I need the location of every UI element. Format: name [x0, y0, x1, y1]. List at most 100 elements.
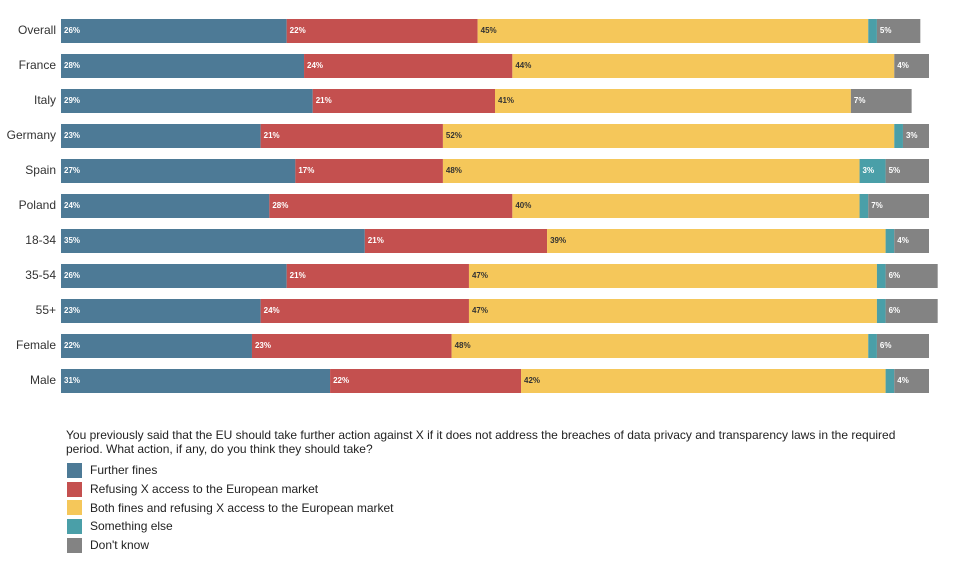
value-label: 7% — [871, 201, 883, 210]
value-label: 23% — [64, 131, 80, 140]
legend-swatch — [67, 481, 82, 497]
value-label: 27% — [64, 166, 80, 175]
value-label: 26% — [64, 26, 80, 35]
bar-segment — [61, 334, 252, 358]
bar-segment — [260, 299, 469, 323]
bar-segment — [885, 264, 938, 288]
bar-segment — [61, 54, 305, 78]
bar-segment — [477, 19, 869, 43]
bar-segment — [312, 89, 495, 113]
bar-segment — [304, 54, 513, 78]
category-label: Poland — [19, 198, 56, 212]
bar-segment — [286, 19, 478, 43]
bar-segment — [876, 19, 921, 43]
value-label: 24% — [264, 306, 280, 315]
value-label: 35% — [64, 236, 80, 245]
value-label: 4% — [897, 236, 909, 245]
bar-segment — [61, 229, 365, 253]
value-label: 31% — [64, 376, 80, 385]
value-label: 24% — [307, 61, 323, 70]
value-label: 39% — [550, 236, 566, 245]
bar-segment — [61, 299, 261, 323]
legend-swatch — [67, 537, 82, 553]
bar-segment — [260, 124, 443, 148]
value-label: 21% — [368, 236, 384, 245]
category-label: Spain — [25, 163, 56, 177]
category-label: Germany — [7, 128, 56, 142]
value-label: 6% — [889, 306, 901, 315]
bar-segment — [442, 124, 895, 148]
bar-segment — [885, 229, 895, 253]
value-label: 47% — [472, 271, 488, 280]
bar-segment — [868, 19, 877, 43]
value-label: 3% — [906, 131, 918, 140]
bar-segment — [61, 89, 313, 113]
bar-segment — [876, 299, 886, 323]
legend-swatch — [67, 500, 82, 516]
value-label: 45% — [481, 26, 497, 35]
value-label: 23% — [255, 341, 271, 350]
bar-segment — [894, 369, 929, 393]
bar-segment — [468, 299, 877, 323]
legend: Further fines Refusing X access to the Eu… — [67, 461, 394, 554]
value-label: 17% — [298, 166, 314, 175]
bar-segment — [885, 369, 895, 393]
bar-segment — [451, 334, 869, 358]
category-label: 18-34 — [25, 233, 56, 247]
legend-label: Both fines and refusing X access to the … — [90, 500, 394, 515]
value-label: 42% — [524, 376, 540, 385]
value-label: 47% — [472, 306, 488, 315]
value-label: 23% — [64, 306, 80, 315]
bar-segment — [850, 89, 912, 113]
legend-label: Don't know — [90, 538, 149, 553]
category-label: Female — [16, 338, 56, 352]
value-label: 22% — [333, 376, 349, 385]
bar-segment — [876, 334, 929, 358]
bar-segment — [876, 264, 886, 288]
bar-segment — [885, 299, 938, 323]
category-label: Italy — [34, 93, 56, 107]
bar-segment — [442, 159, 860, 183]
bar-segment — [61, 369, 331, 393]
bar-segment — [61, 124, 261, 148]
bar-segment — [269, 194, 513, 218]
category-label: 55+ — [36, 303, 56, 317]
bar-segment — [859, 159, 886, 183]
value-label: 24% — [64, 201, 80, 210]
category-label: France — [19, 58, 57, 72]
value-label: 21% — [290, 271, 306, 280]
bar-segment — [286, 264, 469, 288]
legend-label: Further fines — [90, 463, 158, 478]
legend-label: Refusing X access to the European market — [90, 482, 319, 497]
bar-segment — [364, 229, 548, 253]
value-label: 52% — [446, 131, 462, 140]
value-label: 4% — [897, 376, 909, 385]
legend-label: Something else — [90, 519, 173, 534]
chart: Overall 26% 22% 45% 5% France 28% 24% 44% 4% Italy… — [7, 19, 938, 393]
bar-segment — [868, 194, 929, 218]
bar-segment — [885, 159, 929, 183]
category-label: Overall — [18, 23, 56, 37]
value-label: 4% — [897, 61, 909, 70]
bar-segment — [894, 124, 903, 148]
bar-segment — [61, 194, 270, 218]
legend-item: Don't know — [67, 536, 394, 555]
bar-segment — [61, 159, 296, 183]
value-label: 3% — [863, 166, 875, 175]
bar-segment — [859, 194, 869, 218]
value-label: 29% — [64, 96, 80, 105]
bar-segment — [512, 54, 895, 78]
value-label: 21% — [264, 131, 280, 140]
value-label: 48% — [455, 341, 471, 350]
bar-segment — [894, 54, 929, 78]
legend-item: Both fines and refusing X access to the … — [67, 498, 394, 517]
value-label: 22% — [290, 26, 306, 35]
value-label: 7% — [854, 96, 866, 105]
bar-segment — [868, 334, 877, 358]
bar-segment — [512, 194, 860, 218]
category-label: Male — [30, 373, 56, 387]
bar-segment — [894, 229, 929, 253]
question-text: You previously said that the EU should t… — [66, 428, 896, 456]
legend-item: Something else — [67, 517, 394, 536]
